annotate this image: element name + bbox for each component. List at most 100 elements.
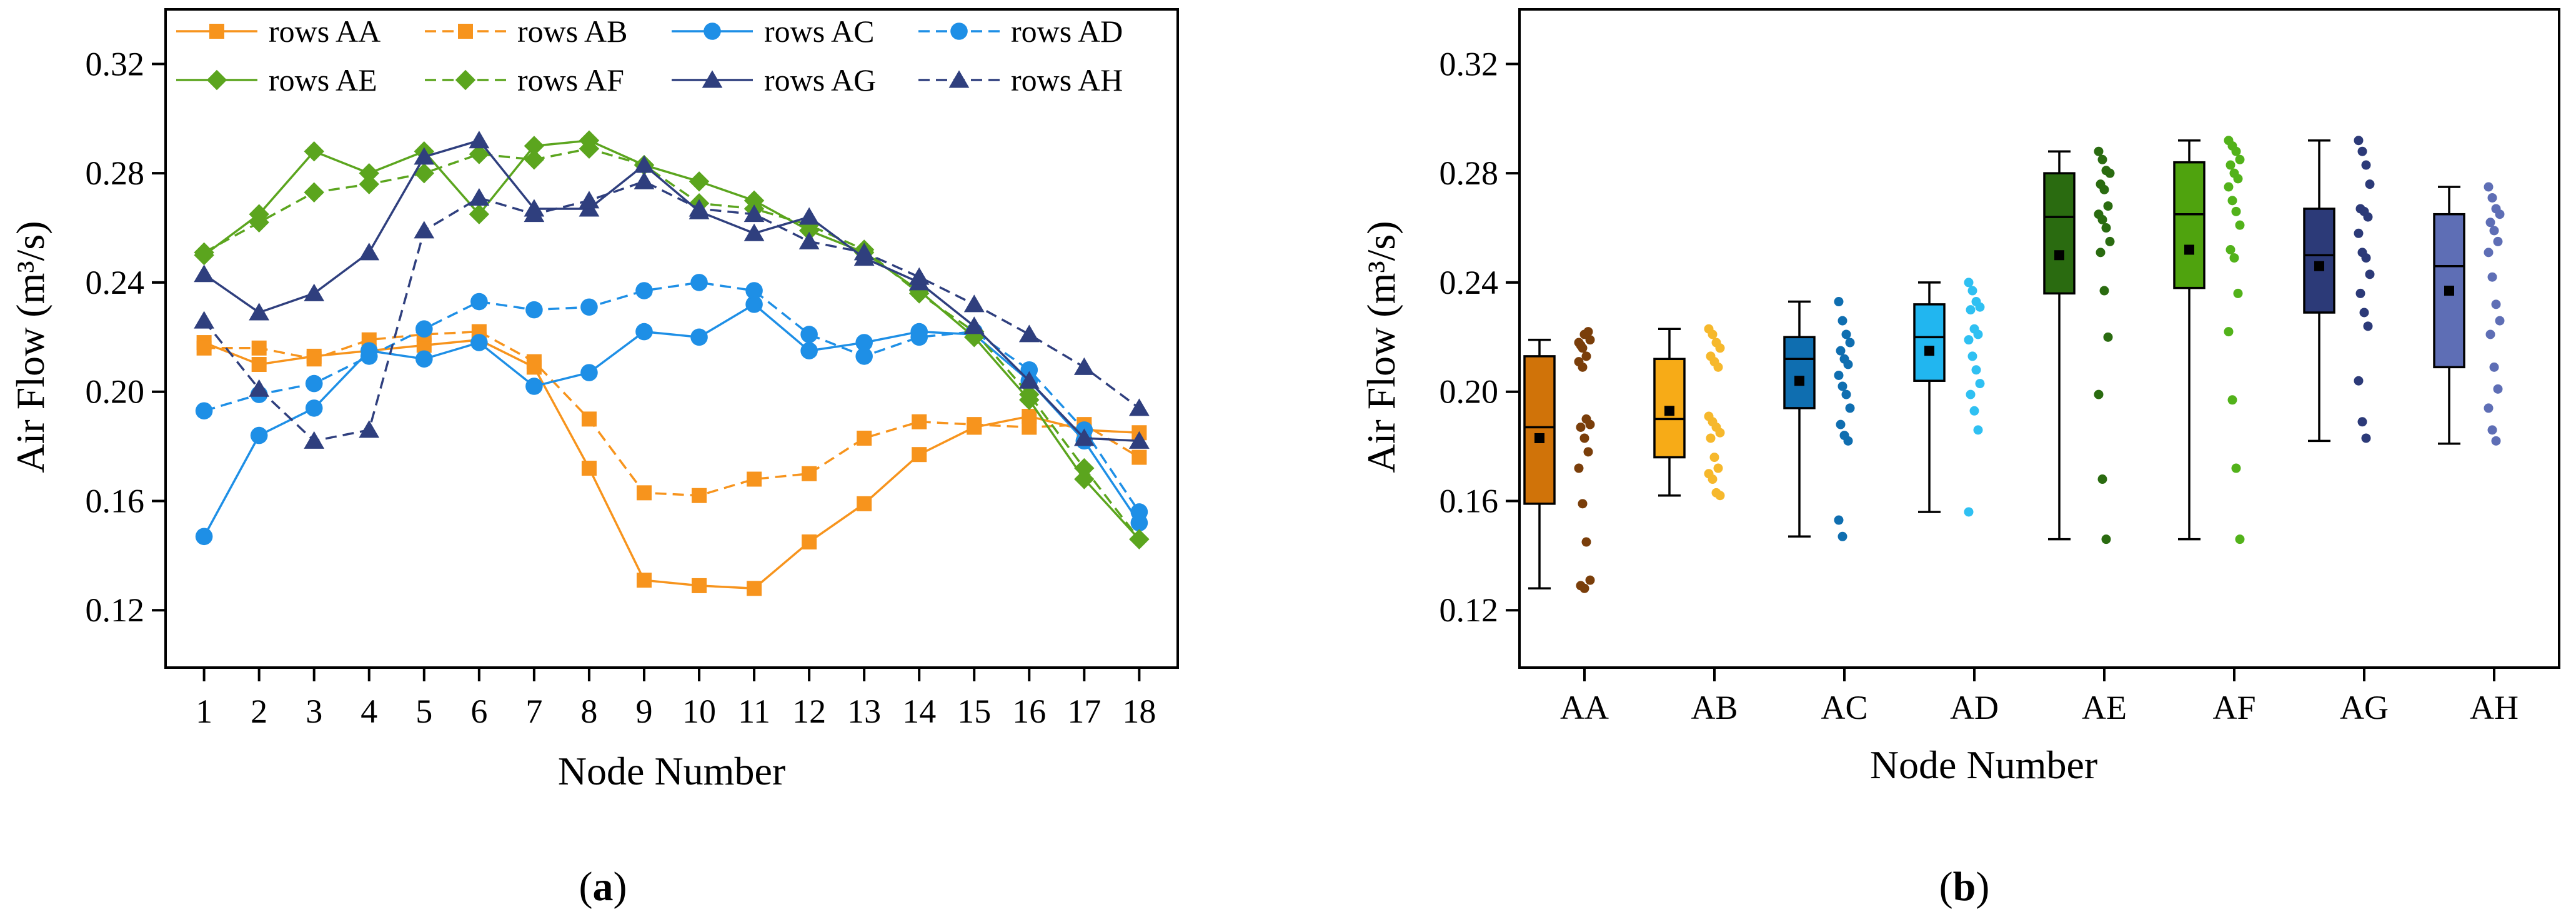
data-point xyxy=(745,296,763,313)
data-point xyxy=(2097,214,2107,224)
data-point xyxy=(1836,346,1846,356)
x-tick-label: AA xyxy=(1560,689,1609,726)
y-tick-label: 0.24 xyxy=(1440,264,1499,301)
data-point xyxy=(1709,453,1719,463)
data-point xyxy=(359,243,380,261)
data-point xyxy=(2099,184,2109,194)
panel-a-line-chart: 0.120.160.200.240.280.32 1 2 3 4 5 6 7 8 9 10 11 12… xyxy=(8,8,1179,909)
data-point xyxy=(194,264,215,283)
y-tick-label: 0.32 xyxy=(86,45,145,83)
data-point xyxy=(745,282,763,299)
data-point xyxy=(747,581,762,596)
data-point xyxy=(1583,447,1593,457)
data-point xyxy=(1836,419,1846,429)
data-point xyxy=(1845,403,1855,413)
data-point xyxy=(525,301,543,319)
data-point xyxy=(469,188,490,206)
data-point xyxy=(196,340,212,356)
legend-label: rows AB xyxy=(517,14,627,49)
data-point xyxy=(304,283,325,301)
data-point xyxy=(1579,583,1589,593)
box-group xyxy=(1653,324,1725,501)
box-group xyxy=(1783,297,1855,541)
x-tick-label: AC xyxy=(1821,689,1867,726)
data-point xyxy=(855,334,873,351)
x-tick-label: 16 xyxy=(1012,693,1046,730)
box xyxy=(2173,161,2206,289)
data-point xyxy=(2354,376,2364,386)
legend-marker xyxy=(455,69,476,91)
data-point xyxy=(1715,343,1725,353)
data-point xyxy=(1838,381,1847,391)
data-point xyxy=(1843,436,1853,446)
x-tick-label: 18 xyxy=(1122,693,1156,730)
y-tick-label: 0.32 xyxy=(1440,45,1499,83)
data-point xyxy=(195,528,213,546)
data-point xyxy=(2101,534,2111,544)
y-tick-label: 0.16 xyxy=(1440,482,1499,519)
data-point xyxy=(1838,316,1847,326)
data-point xyxy=(1973,425,1983,435)
data-point xyxy=(857,496,872,511)
data-point xyxy=(2094,146,2104,156)
data-point xyxy=(1074,469,1095,489)
data-point xyxy=(1964,507,1974,517)
legend-item: rows AG xyxy=(672,63,876,98)
legend-item: rows AH xyxy=(918,63,1123,98)
data-point xyxy=(2225,244,2235,254)
data-point xyxy=(1576,423,1586,433)
data-point xyxy=(1128,431,1150,449)
data-point xyxy=(1131,449,1147,465)
data-point xyxy=(1585,575,1595,585)
legend-label: rows AC xyxy=(764,14,874,49)
box xyxy=(1783,336,1816,409)
data-point xyxy=(1973,329,1983,339)
data-point xyxy=(2105,236,2115,246)
x-tick-label: 7 xyxy=(525,693,542,730)
data-point xyxy=(2484,182,2494,192)
data-point xyxy=(690,274,708,291)
series-line xyxy=(203,338,1140,590)
panel-a-x-axis-title: Node Number xyxy=(558,749,785,793)
data-point xyxy=(2363,321,2373,331)
data-point xyxy=(1706,433,1716,443)
legend-label: rows AE xyxy=(269,63,377,98)
data-point xyxy=(1708,474,1718,484)
data-point xyxy=(855,348,873,365)
data-point xyxy=(1130,503,1148,521)
data-point xyxy=(1971,365,1981,375)
x-tick-label: 8 xyxy=(580,693,597,730)
data-point xyxy=(305,399,323,417)
data-point xyxy=(304,141,324,162)
data-point xyxy=(306,351,322,367)
panel-b-box-chart: 0.120.160.200.240.280.32 AA AB AC AD AE AF AG A… xyxy=(1359,8,2560,909)
data-point xyxy=(2103,332,2113,342)
data-point xyxy=(194,311,215,329)
data-point xyxy=(2097,154,2107,164)
data-point xyxy=(2224,182,2234,192)
panel-a-series-layer xyxy=(194,130,1150,596)
mean-marker xyxy=(1664,406,1674,416)
mean-marker xyxy=(2184,244,2194,255)
legend-label: rows AD xyxy=(1011,14,1123,49)
x-tick-label: AD xyxy=(1950,689,1999,726)
data-point xyxy=(1713,362,1723,372)
data-point xyxy=(1966,389,1976,399)
data-point xyxy=(1834,515,1844,525)
data-point xyxy=(2365,269,2375,279)
box xyxy=(1523,355,1556,505)
mean-marker xyxy=(2314,261,2324,271)
box-group xyxy=(2433,182,2505,446)
data-point xyxy=(2495,316,2505,326)
data-point xyxy=(963,294,985,313)
data-point xyxy=(525,378,543,395)
data-point xyxy=(1966,305,1976,315)
panel-a-y-ticks: 0.12 0.16 0.20 0.24 0.28 0.32 xyxy=(86,45,166,629)
x-tick-label: 3 xyxy=(306,693,322,730)
data-point xyxy=(802,534,817,550)
data-point xyxy=(1129,529,1150,549)
data-point xyxy=(1074,458,1095,479)
data-point xyxy=(1967,286,1977,296)
legend-item: rows AD xyxy=(918,14,1123,49)
data-point xyxy=(857,430,872,446)
